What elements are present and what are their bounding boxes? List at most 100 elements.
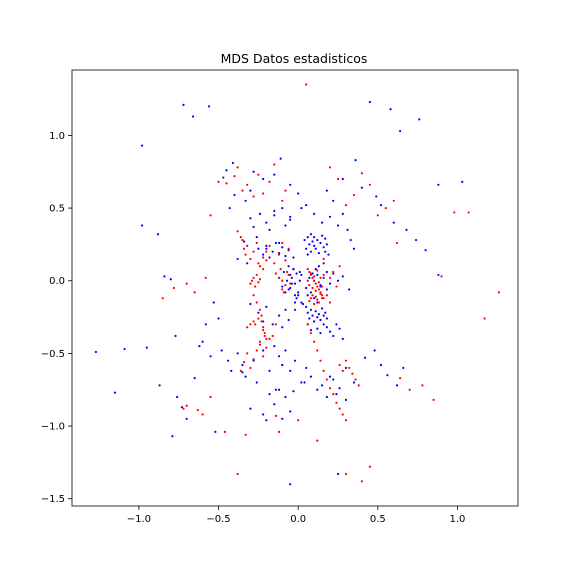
scatter-point-series-1 — [344, 204, 348, 207]
scatter-point-series-1 — [328, 387, 332, 390]
scatter-point-series-0 — [289, 286, 292, 290]
scatter-point-series-1 — [325, 294, 328, 297]
scatter-point-series-0 — [191, 115, 195, 118]
scatter-point-series-0 — [262, 320, 265, 323]
scatter-point-series-1 — [338, 363, 341, 367]
scatter-point-series-1 — [244, 253, 247, 256]
scatter-point-series-0 — [309, 233, 313, 236]
scatter-point-series-1 — [453, 211, 456, 214]
scatter-point-series-0 — [313, 236, 316, 239]
scatter-point-series-0 — [308, 317, 311, 320]
scatter-point-series-0 — [273, 214, 276, 217]
scatter-point-series-0 — [305, 366, 308, 370]
scatter-point-series-1 — [258, 340, 262, 343]
scatter-point-series-1 — [328, 276, 332, 279]
scatter-point-series-1 — [320, 297, 324, 300]
scatter-point-series-1 — [268, 337, 271, 340]
scatter-point-series-1 — [246, 352, 249, 355]
scatter-point-series-1 — [351, 372, 354, 375]
scatter-point-series-1 — [239, 236, 242, 239]
scatter-point-series-1 — [440, 275, 443, 278]
scatter-point-series-1 — [316, 298, 319, 301]
scatter-point-series-1 — [338, 407, 341, 410]
scatter-point-series-0 — [289, 183, 292, 186]
scatter-point-series-0 — [322, 276, 325, 279]
scatter-point-series-0 — [392, 221, 395, 224]
scatter-point-series-0 — [255, 381, 258, 384]
scatter-point-series-1 — [161, 297, 164, 300]
scatter-point-series-1 — [252, 320, 255, 323]
y-tick-label: −0.5 — [41, 349, 65, 360]
scatter-point-series-0 — [341, 212, 344, 215]
scatter-point-series-0 — [303, 381, 306, 384]
y-tick-label: −1.5 — [41, 494, 65, 505]
scatter-point-series-0 — [395, 384, 399, 387]
scatter-point-series-0 — [311, 314, 314, 317]
scatter-point-series-1 — [262, 355, 265, 358]
scatter-point-series-1 — [225, 182, 228, 185]
scatter-point-series-1 — [284, 283, 287, 287]
y-tick-label: 0.5 — [49, 204, 65, 215]
scatter-point-series-1 — [368, 465, 371, 468]
scatter-point-series-0 — [341, 177, 344, 181]
x-axis: −1.0 −0.5 0.0 0.5 1.0 — [127, 506, 466, 525]
chart-title: MDS Datos estadisticos — [221, 51, 368, 66]
scatter-point-series-0 — [249, 189, 252, 192]
scatter-point-series-1 — [297, 419, 300, 422]
scatter-point-series-0 — [316, 273, 319, 277]
scatter-point-series-1 — [249, 366, 252, 370]
scatter-point-series-0 — [322, 314, 325, 317]
scatter-point-series-0 — [309, 329, 313, 332]
scatter-point-series-0 — [319, 318, 322, 322]
scatter-point-series-0 — [298, 270, 301, 274]
scatter-point-series-1 — [279, 268, 282, 271]
scatter-point-series-0 — [285, 279, 289, 282]
scatter-point-series-1 — [313, 340, 316, 343]
scatter-point-series-1 — [252, 250, 255, 253]
scatter-point-series-1 — [319, 276, 322, 279]
scatter-point-series-0 — [308, 276, 311, 279]
scatter-point-series-1 — [204, 276, 207, 279]
scatter-point-series-0 — [320, 384, 324, 387]
scatter-point-series-0 — [284, 291, 287, 294]
scatter-point-series-1 — [185, 282, 188, 285]
scatter-point-series-1 — [223, 430, 227, 433]
scatter-point-series-0 — [244, 375, 247, 378]
scatter-point-series-0 — [241, 363, 244, 367]
scatter-point-series-0 — [230, 369, 233, 372]
scatter-point-series-0 — [402, 366, 405, 370]
scatter-point-series-0 — [227, 359, 230, 362]
scatter-point-series-0 — [332, 334, 335, 338]
scatter-point-series-0 — [317, 265, 320, 268]
scatter-point-series-1 — [317, 288, 320, 291]
scatter-point-series-1 — [306, 268, 309, 271]
scatter-point-series-1 — [236, 166, 239, 169]
scatter-point-series-0 — [174, 334, 177, 338]
scatter-point-series-0 — [185, 417, 188, 420]
scatter-point-series-1 — [341, 413, 344, 416]
scatter-point-series-1 — [273, 262, 276, 265]
scatter-point-series-1 — [274, 272, 277, 275]
scatter-point-series-1 — [467, 211, 470, 214]
scatter-point-series-1 — [395, 241, 399, 245]
scatter-point-series-0 — [163, 275, 166, 278]
scatter-point-series-0 — [284, 395, 287, 399]
scatter-point-series-1 — [319, 292, 322, 295]
scatter-point-series-0 — [265, 247, 268, 250]
scatter-point-series-0 — [198, 345, 201, 348]
scatter-point-series-1 — [289, 282, 292, 285]
scatter-point-series-0 — [287, 265, 290, 268]
scatter-point-series-0 — [281, 326, 284, 329]
x-tick-label: 1.0 — [450, 514, 466, 525]
scatter-point-series-0 — [437, 183, 440, 186]
scatter-point-series-0 — [328, 282, 332, 285]
scatter-point-series-1 — [328, 301, 332, 304]
scatter-point-series-0 — [313, 320, 316, 323]
scatter-point-series-0 — [289, 218, 292, 221]
plot-area-frame — [71, 69, 519, 507]
scatter-point-series-1 — [236, 230, 239, 233]
scatter-point-series-0 — [281, 363, 284, 367]
scatter-point-series-0 — [336, 224, 340, 227]
scatter-point-series-0 — [314, 310, 317, 313]
scatter-point-series-0 — [113, 391, 117, 394]
